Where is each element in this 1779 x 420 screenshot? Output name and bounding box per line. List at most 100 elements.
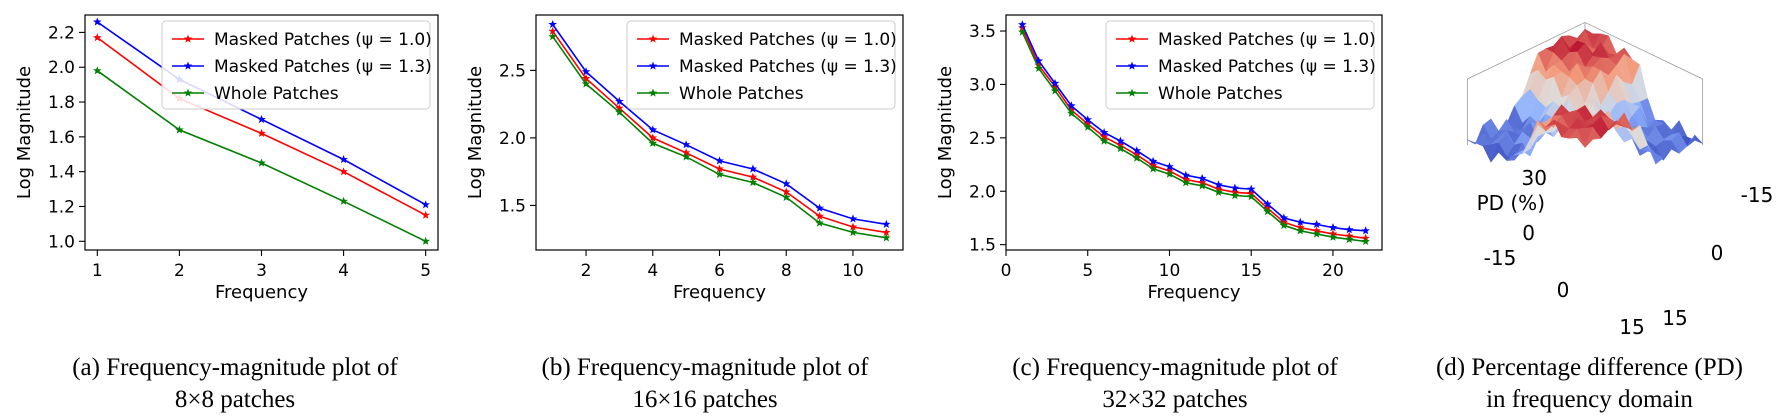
caption-c-line2: 32×32 patches	[1102, 386, 1248, 413]
data-point	[1361, 237, 1370, 246]
x-tick-label: 4	[338, 261, 349, 281]
legend-marker	[1127, 61, 1137, 70]
data-point	[1083, 115, 1092, 124]
x-axis-label: Frequency	[673, 282, 766, 303]
data-point	[1050, 78, 1060, 87]
caption-b: (b) Frequency-magnitude plot of 16×16 pa…	[470, 352, 940, 416]
data-point	[882, 233, 891, 242]
y-tick-label: 2.5	[499, 61, 526, 81]
x-axis-label: Frequency	[1148, 282, 1241, 303]
y-tick-label: 1.2	[48, 197, 75, 217]
data-point	[1034, 56, 1043, 65]
data-point	[1263, 199, 1272, 208]
data-point	[848, 227, 858, 237]
data-point	[615, 96, 624, 106]
data-point	[1148, 156, 1158, 165]
plot-frame	[1005, 14, 1383, 251]
series-line-0	[1021, 27, 1366, 240]
x-tick-label: 15	[1619, 315, 1644, 339]
y-tick-label: 2.0	[499, 129, 526, 149]
data-point	[1214, 180, 1223, 189]
data-point	[1181, 178, 1191, 187]
z-tick-label: 30	[1522, 166, 1547, 190]
data-point	[1197, 181, 1207, 190]
data-point	[1050, 86, 1060, 95]
legend-label: Masked Patches (ψ = 1.3)	[214, 57, 432, 77]
axis-frame	[1584, 22, 1703, 80]
data-point	[1116, 144, 1125, 153]
data-point	[93, 17, 102, 26]
y-tick-label: 1.0	[48, 232, 75, 252]
x-tick-label: 15	[1240, 261, 1262, 281]
data-point	[421, 210, 430, 219]
legend-label: Masked Patches (ψ = 1.0)	[214, 30, 432, 50]
data-point	[1132, 146, 1142, 155]
data-point	[1165, 169, 1174, 178]
data-point	[581, 67, 591, 76]
data-point	[815, 203, 824, 212]
legend-label: Whole Patches	[214, 84, 339, 104]
data-point	[1099, 132, 1109, 141]
caption-d-line2: in frequency domain	[1486, 386, 1693, 413]
data-point	[1132, 153, 1142, 162]
y-tick-label: 1.8	[48, 93, 75, 113]
data-point	[648, 138, 658, 147]
data-point	[93, 33, 102, 42]
z-axis-label: PD (%)	[1477, 191, 1545, 215]
x-tick-label: 0	[1557, 278, 1570, 302]
data-point	[339, 167, 348, 176]
data-point	[748, 164, 758, 173]
data-point	[257, 158, 266, 167]
data-point	[1018, 27, 1027, 36]
data-point	[1034, 63, 1043, 72]
data-point	[421, 236, 430, 245]
legend-label: Whole Patches	[679, 84, 804, 104]
x-tick-label: 0	[1001, 261, 1012, 281]
data-point	[1296, 226, 1305, 235]
data-point	[748, 172, 758, 181]
y-tick-label: 1.5	[969, 236, 996, 256]
data-point	[581, 79, 591, 88]
legend-marker	[648, 88, 658, 97]
x-tick-label: 5	[1082, 261, 1093, 281]
data-point	[1246, 184, 1256, 193]
y-tick-label: 3.5	[969, 22, 996, 42]
data-point	[581, 74, 591, 83]
legend-marker	[183, 61, 193, 70]
data-point	[548, 20, 557, 29]
legend-label: Masked Patches (ψ = 1.0)	[679, 30, 897, 50]
data-point	[815, 218, 824, 227]
x-axis-label: Frequency	[215, 282, 308, 303]
data-point	[781, 187, 791, 196]
data-point	[339, 155, 348, 164]
data-point	[1197, 173, 1207, 183]
caption-b-line2: 16×16 patches	[632, 386, 778, 413]
data-point	[1083, 122, 1092, 131]
axis-frame	[1467, 22, 1586, 80]
caption-a: (a) Frequency-magnitude plot of 8×8 patc…	[0, 352, 470, 416]
data-point	[1165, 162, 1174, 171]
data-point	[1279, 213, 1289, 222]
panel-a-line-chart: 1 2 3 4 5 1.0 1.2 1.4 1.6 1.8 2.0 2.2 Frequency Log M…	[14, 14, 439, 303]
x-tick-label: 2	[581, 261, 592, 281]
data-point	[1099, 128, 1109, 137]
x-tick-label: 6	[714, 261, 725, 281]
data-point	[848, 222, 858, 231]
data-point	[781, 179, 791, 188]
x-tick-label: 20	[1322, 261, 1344, 281]
legend-label: Masked Patches (ψ = 1.3)	[1158, 57, 1376, 77]
data-point	[1067, 108, 1076, 117]
data-point	[1263, 207, 1272, 216]
data-point	[1246, 192, 1256, 201]
x-tick-label: 2	[174, 261, 185, 281]
data-point	[1296, 217, 1305, 226]
data-point	[1345, 225, 1354, 234]
data-point	[548, 26, 557, 35]
data-point	[681, 140, 691, 149]
data-point	[1230, 183, 1240, 192]
data-point	[715, 169, 724, 178]
legend-box	[1105, 20, 1375, 110]
data-point	[175, 125, 184, 134]
data-point	[1116, 136, 1125, 145]
